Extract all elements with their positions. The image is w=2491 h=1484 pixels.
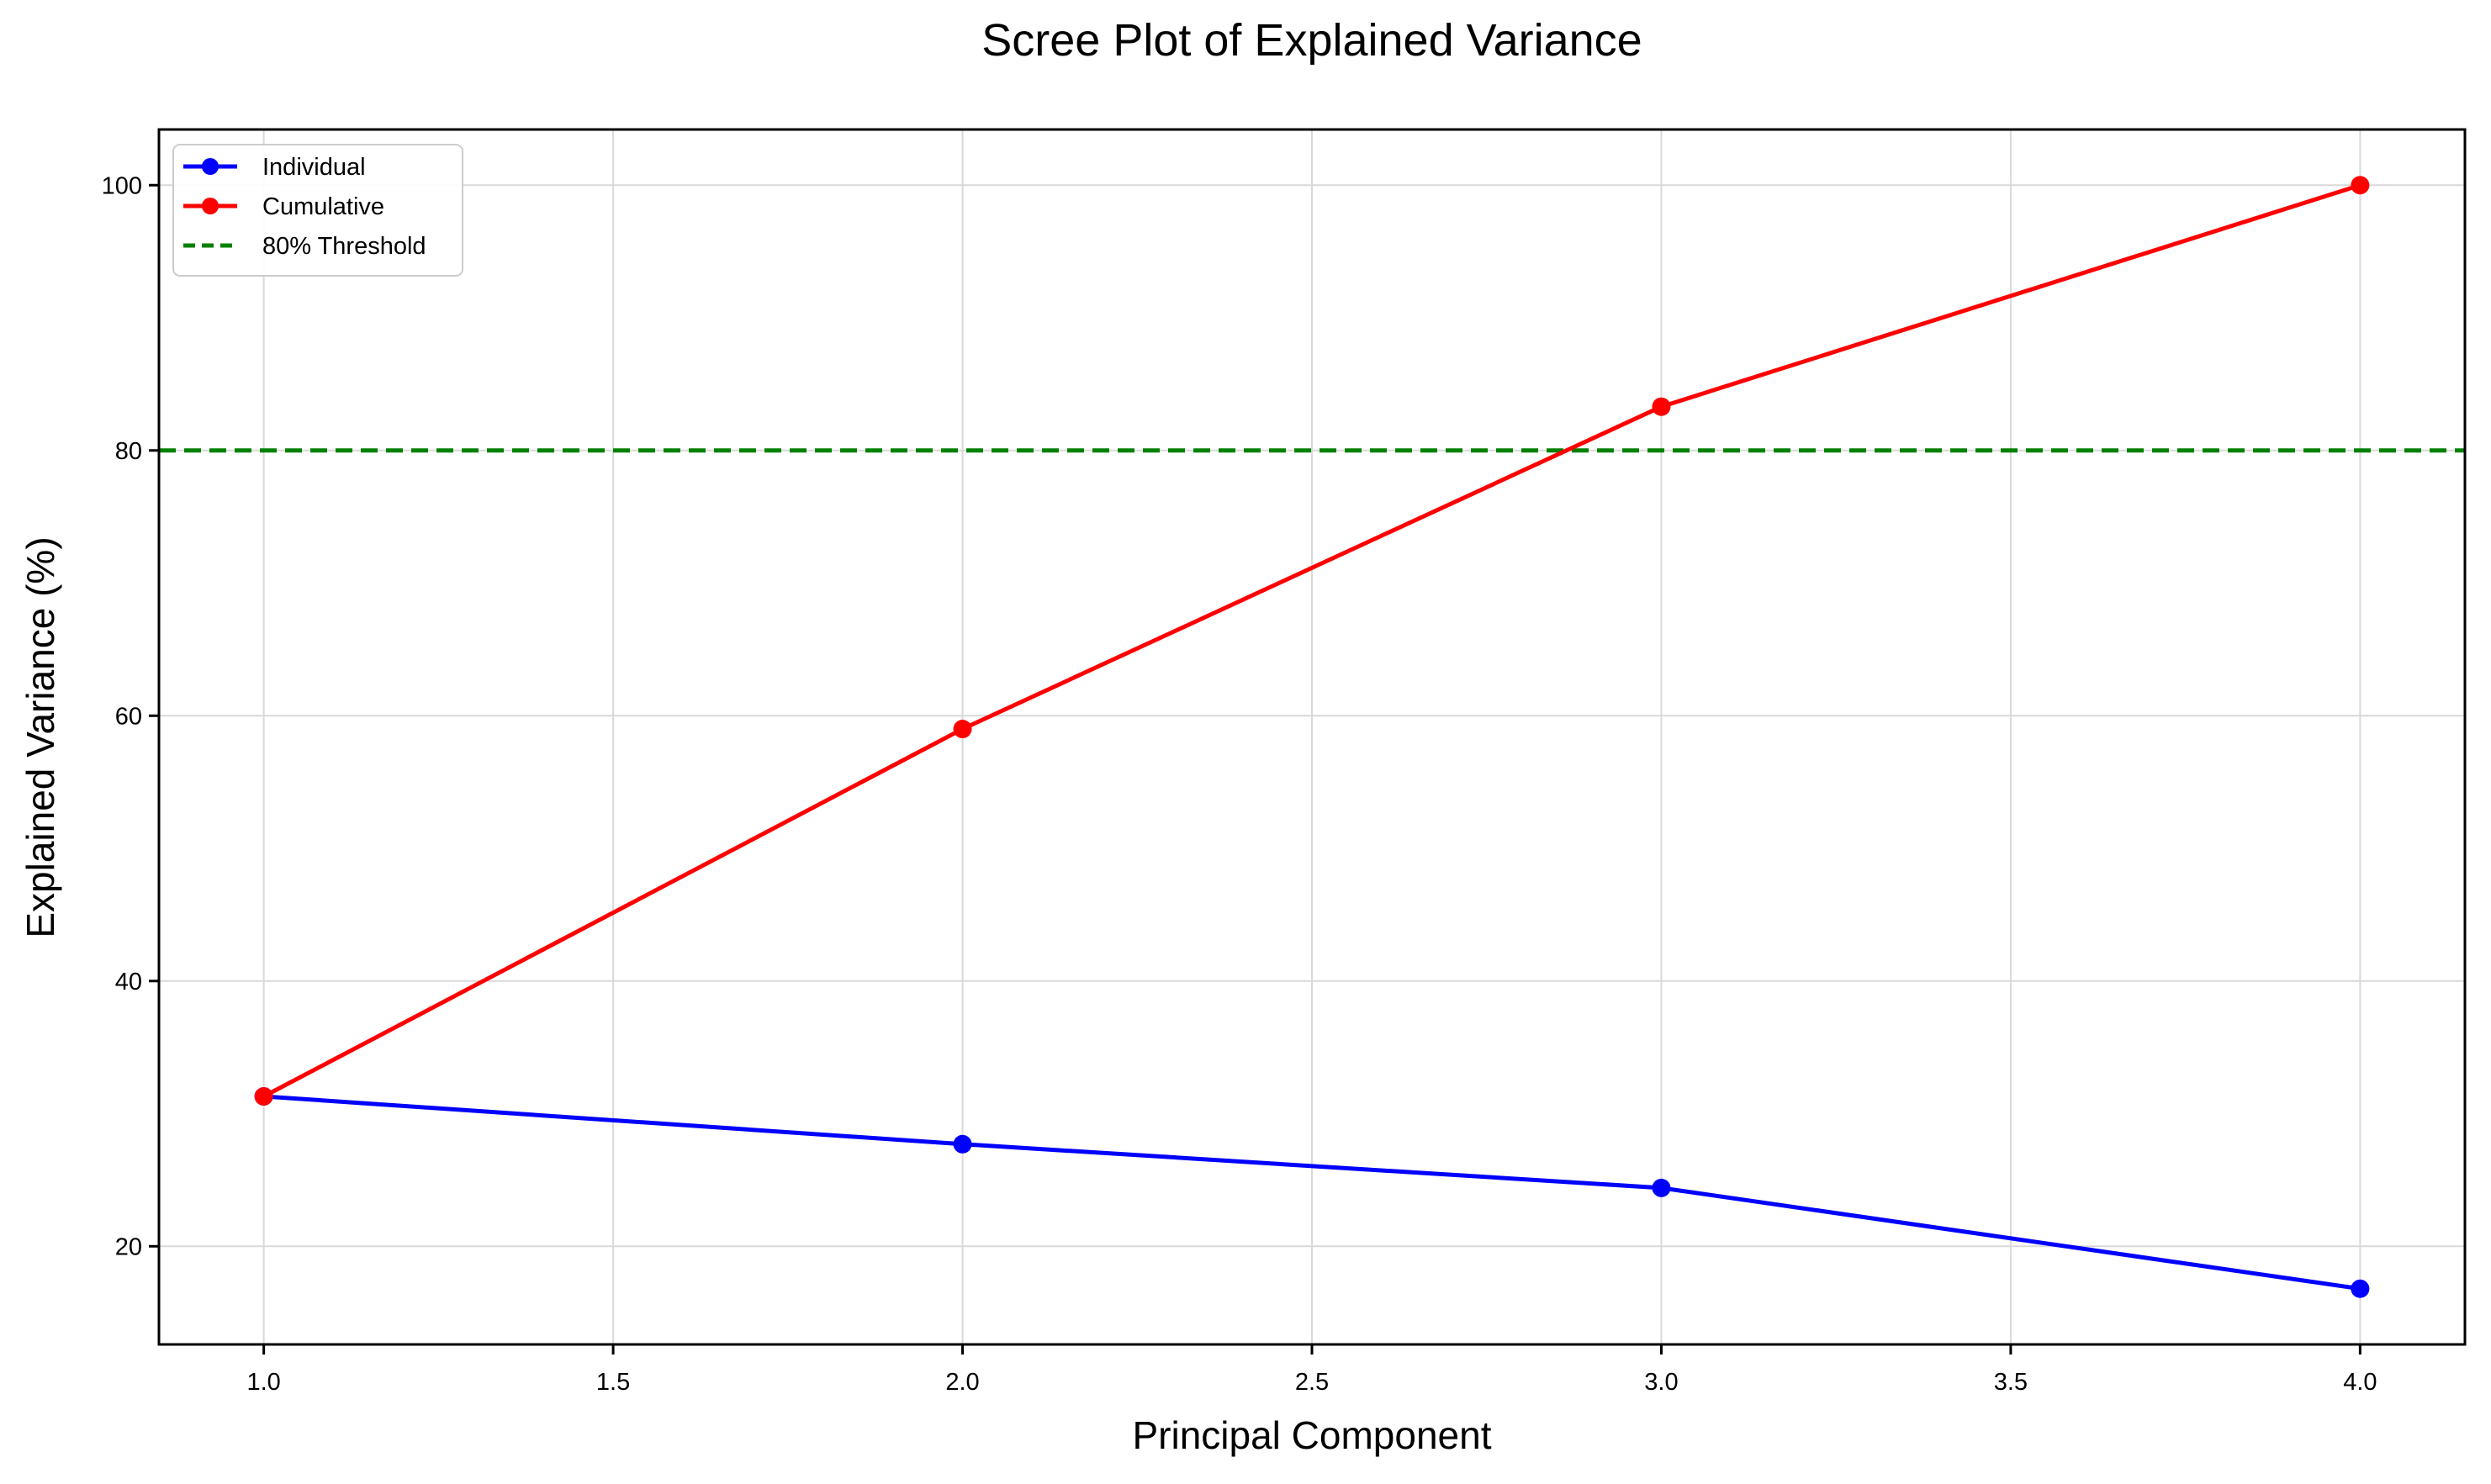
data-point-cumulative — [953, 720, 972, 739]
legend-label: Individual — [262, 154, 366, 181]
x-tick-label: 2.0 — [945, 1369, 979, 1396]
series-line-cumulative — [262, 182, 2362, 1099]
legend-label: 80% Threshold — [262, 233, 426, 260]
y-tick-label: 60 — [115, 703, 142, 730]
x-tick-label: 4.0 — [2343, 1369, 2377, 1396]
legend-box — [172, 144, 463, 277]
legend-label: Cumulative — [262, 193, 384, 220]
x-tick-label: 3.0 — [1644, 1369, 1678, 1396]
y-tick-label: 80 — [115, 438, 142, 465]
y-tick-label: 20 — [115, 1233, 142, 1260]
series-line-individual — [262, 1094, 2362, 1291]
data-point-individual — [1652, 1178, 1671, 1197]
legend-items: Individual Cumulative 80% Threshold — [183, 154, 426, 260]
legend-marker — [202, 158, 219, 175]
data-point-cumulative — [1652, 397, 1671, 416]
y-axis-label: Explained Variance (%) — [19, 536, 62, 937]
data-point-individual — [953, 1134, 972, 1154]
x-axis-label: Principal Component — [1132, 1413, 1491, 1457]
data-point-cumulative — [254, 1087, 273, 1106]
x-tick-label: 2.5 — [1295, 1369, 1329, 1396]
data-point-cumulative — [2351, 176, 2370, 195]
chart-legend: Individual Cumulative 80% Threshold — [172, 144, 463, 277]
y-tick-label: 40 — [115, 969, 142, 995]
legend-marker — [202, 198, 219, 214]
y-tick-label: 100 — [102, 172, 142, 199]
tick-layer: 1.0 1.5 2.0 2.5 3.0 3.5 4.0 20 40 60 80 100 — [102, 172, 2377, 1396]
data-point-individual — [2351, 1279, 2370, 1298]
x-tick-label: 1.0 — [246, 1369, 280, 1396]
x-tick-label: 1.5 — [596, 1369, 630, 1396]
series-layer — [254, 176, 2370, 1298]
chart-title: Scree Plot of Explained Variance — [981, 15, 1642, 66]
x-tick-label: 3.5 — [1994, 1369, 2028, 1396]
